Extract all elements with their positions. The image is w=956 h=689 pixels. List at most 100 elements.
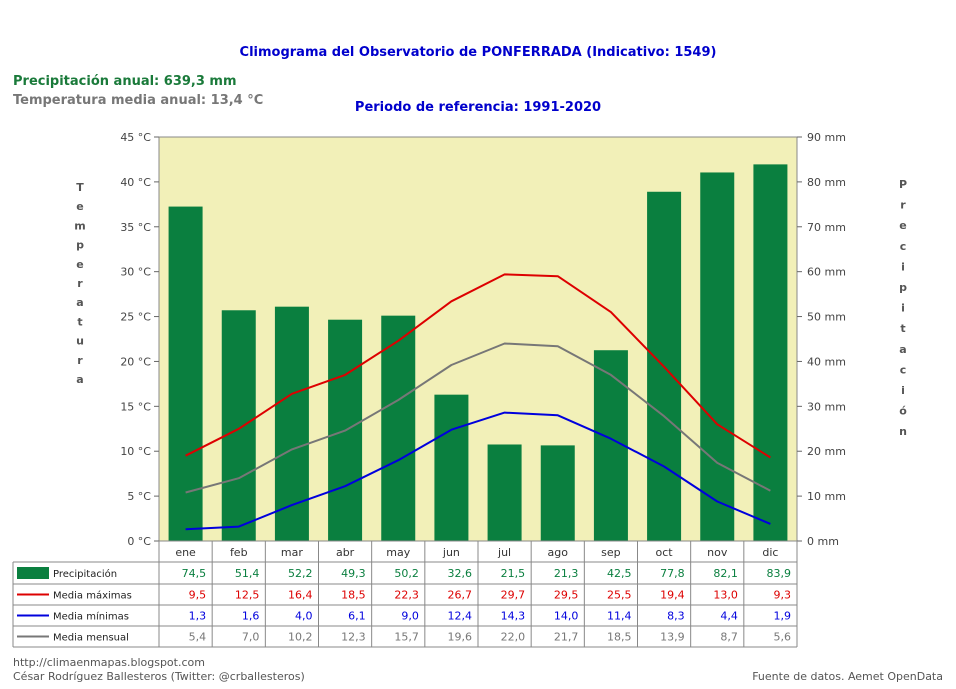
data-label: 13,0 [713, 589, 738, 602]
data-label: 52,2 [288, 567, 313, 580]
data-label: 16,4 [288, 589, 313, 602]
data-label: 8,7 [720, 631, 738, 644]
data-label: 21,7 [554, 631, 579, 644]
y-axis-label-left-letter: m [74, 219, 85, 232]
data-label: 22,3 [394, 589, 419, 602]
data-label: 49,3 [341, 567, 366, 580]
data-label: 8,3 [667, 610, 685, 623]
precip-bar [700, 172, 735, 541]
data-label: 9,5 [189, 589, 207, 602]
y-axis-label-right-letter: P [899, 178, 907, 191]
data-label: 10,2 [288, 631, 313, 644]
data-label: 25,5 [607, 589, 632, 602]
data-label: 42,5 [607, 567, 632, 580]
footer-source: Fuente de datos. Aemet OpenData [752, 670, 943, 683]
y-tick-label-left: 15 °C [120, 400, 151, 413]
x-tick-label: jul [497, 546, 511, 559]
series-line [185, 273, 771, 459]
data-label: 9,0 [401, 610, 419, 623]
data-label: 77,8 [660, 567, 685, 580]
legend-label: Media mensual [53, 633, 129, 644]
data-label: 18,5 [607, 631, 632, 644]
y-axis-label-left-letter: p [76, 239, 84, 252]
annual-precipitation: Precipitación anual: 639,3 mm [13, 74, 237, 89]
data-label: 14,0 [554, 610, 579, 623]
x-tick-label: nov [707, 546, 728, 559]
data-label: 29,5 [554, 589, 579, 602]
y-axis-label-left-letter: u [76, 335, 84, 348]
precip-bar [221, 310, 256, 541]
x-tick-label: abr [336, 546, 355, 559]
x-tick-label: oct [656, 546, 674, 559]
data-label: 74,5 [182, 567, 207, 580]
data-label: 18,5 [341, 589, 366, 602]
data-label: 5,4 [189, 631, 207, 644]
data-label: 15,7 [394, 631, 419, 644]
y-axis-label-right-letter: a [899, 343, 906, 356]
data-label: 19,6 [448, 631, 473, 644]
legend-swatch [17, 567, 49, 579]
y-axis-label-left-letter: T [76, 181, 84, 194]
y-tick-label-right: 0 mm [807, 535, 839, 548]
precip-bar [540, 445, 575, 541]
x-tick-label: jun [442, 546, 460, 559]
y-tick-label-right: 30 mm [807, 400, 846, 413]
data-label: 13,9 [660, 631, 685, 644]
data-label: 26,7 [448, 589, 473, 602]
data-label: 11,4 [607, 610, 632, 623]
y-axis-label-left-letter: e [76, 200, 83, 213]
x-tick-label: mar [281, 546, 303, 559]
y-tick-label-right: 60 mm [807, 266, 846, 279]
y-tick-label-left: 5 °C [127, 490, 151, 503]
y-tick-label-right: 90 mm [807, 131, 846, 144]
y-tick-label-left: 30 °C [120, 266, 151, 279]
precip-bar [487, 444, 522, 541]
x-tick-label: feb [230, 546, 248, 559]
y-axis-label-right-letter: p [899, 281, 907, 294]
data-label: 9,3 [774, 589, 792, 602]
data-label: 6,1 [348, 610, 366, 623]
y-tick-label-left: 25 °C [120, 311, 151, 324]
precip-bar [381, 315, 416, 541]
y-axis-label-right-letter: n [899, 425, 907, 438]
y-axis-label-right-letter: e [899, 219, 906, 232]
data-label: 21,3 [554, 567, 579, 580]
y-tick-label-right: 40 mm [807, 355, 846, 368]
y-axis-label-right-letter: i [901, 260, 905, 273]
legend-label: Media mínimas [53, 611, 129, 623]
precip-bar [434, 394, 469, 541]
data-label: 50,2 [394, 567, 419, 580]
data-label: 4,4 [720, 610, 738, 623]
y-tick-label-left: 10 °C [120, 445, 151, 458]
y-axis-label-left-letter: t [77, 315, 82, 328]
y-axis-label-right-letter: ó [899, 405, 907, 418]
footer-author: César Rodríguez Ballesteros (Twitter: @c… [13, 670, 305, 683]
data-label: 1,3 [189, 610, 207, 623]
y-axis-label-right-letter: c [900, 240, 907, 253]
data-label: 12,5 [235, 589, 260, 602]
y-axis-label-right-letter: i [901, 384, 905, 397]
x-tick-label: sep [601, 546, 620, 559]
y-axis-label-left-letter: e [76, 258, 83, 271]
y-tick-label-right: 20 mm [807, 445, 846, 458]
chart-title: Climograma del Observatorio de PONFERRAD… [239, 45, 717, 60]
data-label: 83,9 [767, 567, 792, 580]
y-tick-label-right: 50 mm [807, 311, 846, 324]
precip-bar [168, 206, 203, 542]
data-label: 82,1 [713, 567, 738, 580]
plot-background [159, 137, 797, 541]
data-label: 1,6 [242, 610, 260, 623]
footer-url: http://climaenmapas.blogspot.com [13, 656, 205, 669]
annual-temperature: Temperatura media anual: 13,4 °C [13, 93, 264, 108]
series-line [185, 342, 771, 494]
y-axis-label-right-letter: r [900, 199, 906, 212]
data-label: 22,0 [501, 631, 526, 644]
x-tick-label: dic [762, 546, 778, 559]
y-tick-label-right: 10 mm [807, 490, 846, 503]
y-axis-label-right-letter: i [901, 302, 905, 315]
y-axis-label-left-letter: a [76, 296, 83, 309]
data-label: 7,0 [242, 631, 260, 644]
data-label: 5,6 [774, 631, 792, 644]
y-axis-label-right-letter: t [900, 322, 905, 335]
